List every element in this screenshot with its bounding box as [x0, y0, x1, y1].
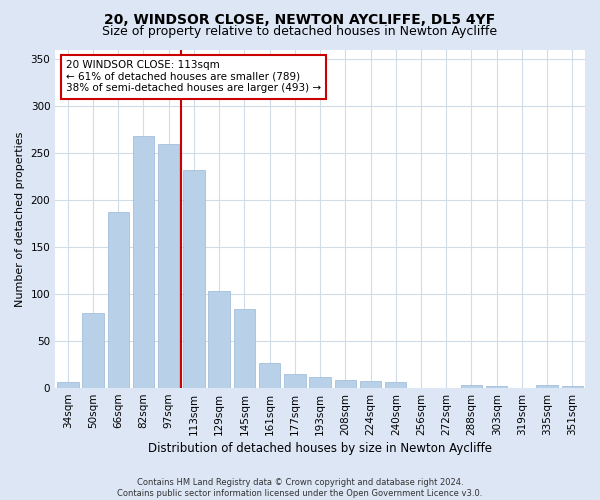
Bar — [82, 313, 104, 388]
Bar — [562, 386, 583, 388]
Bar — [360, 380, 381, 388]
Bar — [233, 309, 255, 388]
Bar — [310, 377, 331, 388]
Bar — [461, 386, 482, 388]
Text: Size of property relative to detached houses in Newton Aycliffe: Size of property relative to detached ho… — [103, 25, 497, 38]
Bar — [284, 374, 305, 388]
Bar — [536, 386, 558, 388]
Bar — [259, 362, 280, 388]
Bar — [486, 386, 508, 388]
Text: Contains HM Land Registry data © Crown copyright and database right 2024.
Contai: Contains HM Land Registry data © Crown c… — [118, 478, 482, 498]
Text: 20, WINDSOR CLOSE, NEWTON AYCLIFFE, DL5 4YF: 20, WINDSOR CLOSE, NEWTON AYCLIFFE, DL5 … — [104, 12, 496, 26]
Bar — [57, 382, 79, 388]
Bar — [385, 382, 406, 388]
X-axis label: Distribution of detached houses by size in Newton Aycliffe: Distribution of detached houses by size … — [148, 442, 492, 455]
Bar — [183, 170, 205, 388]
Y-axis label: Number of detached properties: Number of detached properties — [15, 132, 25, 306]
Bar — [208, 292, 230, 388]
Bar — [107, 212, 129, 388]
Bar — [335, 380, 356, 388]
Bar — [158, 144, 179, 388]
Bar — [133, 136, 154, 388]
Text: 20 WINDSOR CLOSE: 113sqm
← 61% of detached houses are smaller (789)
38% of semi-: 20 WINDSOR CLOSE: 113sqm ← 61% of detach… — [66, 60, 321, 94]
